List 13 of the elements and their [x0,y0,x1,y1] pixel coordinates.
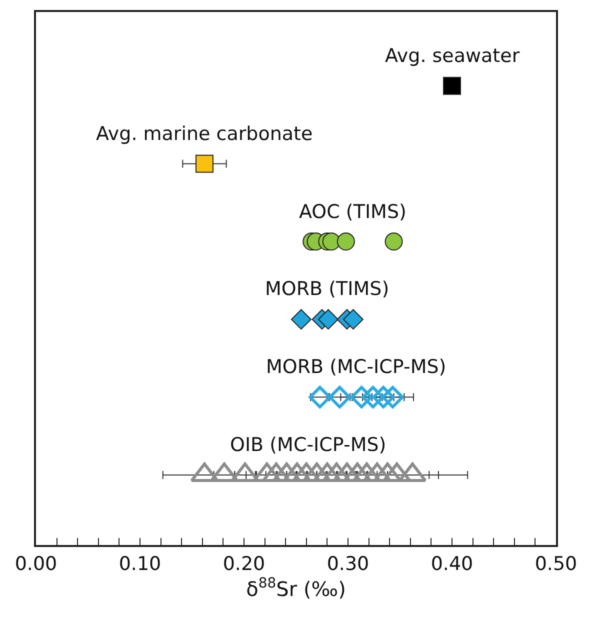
x-tick-label: 0.50 [534,552,578,575]
y-tick-label: Avg. seawater [385,45,520,67]
x-tick-label: 0.00 [14,552,58,575]
y-tick-label: Avg. marine carbonate [96,123,313,145]
x-tick-label: 0.40 [430,552,474,575]
x-tick-label: 0.30 [326,552,370,575]
x-tick-label: 0.20 [222,552,266,575]
y-tick-label: AOC (TIMS) [299,201,406,223]
x-tick-label: 0.10 [118,552,162,575]
x-axis-title: δ$^{88}$Sr (‰) [246,575,346,601]
y-tick-label: MORB (TIMS) [265,278,390,300]
y-tick-label: OIB (MC-ICP-MS) [230,434,386,456]
y-tick-label: MORB (MC-ICP-MS) [266,356,446,378]
